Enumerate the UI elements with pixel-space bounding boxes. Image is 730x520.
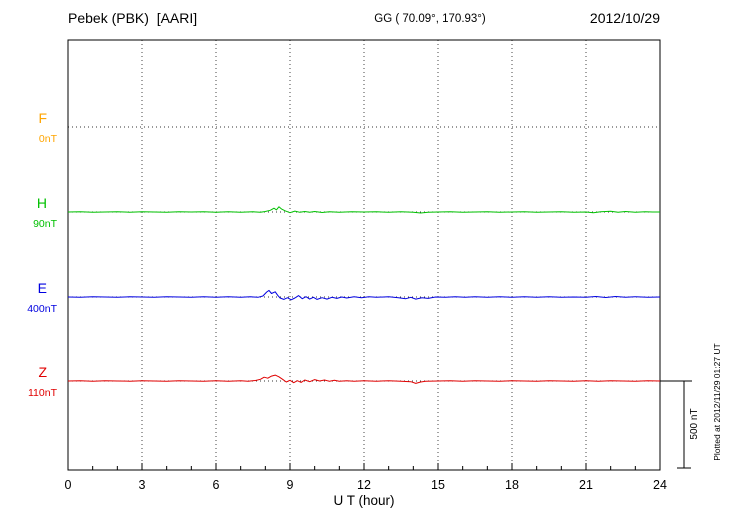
trace-Z (67, 374, 661, 384)
date-label: 2012/10/29 (590, 10, 660, 26)
plot-border (67, 39, 661, 471)
coordinates-label: GG ( 70.09°, 170.93°) (374, 13, 486, 25)
plotted-at-label: Plotted at 2012/11/29 01:27 UT (712, 343, 722, 461)
series-baseline-value-E: 400nT (27, 303, 57, 315)
x-tick-label-18: 18 (505, 478, 519, 492)
series-label-E: E (38, 280, 47, 296)
x-tick-label-15: 15 (431, 478, 445, 492)
x-tick-label-12: 12 (357, 478, 371, 492)
x-tick-label-24: 24 (653, 478, 667, 492)
trace-E (67, 289, 661, 301)
series-label-F: F (38, 110, 47, 126)
series-baseline-value-H: 90nT (33, 218, 58, 230)
x-tick-label-6: 6 (213, 478, 220, 492)
series-label-Z: Z (38, 364, 47, 380)
plot-generated-layer: F 0nT H 90nT E 400nT Z 110nT 0 3 6 9 12 15 18 21 24 (27, 39, 692, 492)
trace-H (67, 206, 660, 214)
x-tick-label-21: 21 (579, 478, 593, 492)
scale-bar-label: 500 nT (689, 408, 700, 439)
series-label-H: H (37, 195, 47, 211)
x-tick-label-0: 0 (65, 478, 72, 492)
series-baseline-value-Z: 110nT (28, 387, 58, 399)
x-axis-title: U T (hour) (333, 493, 394, 508)
station-title: Pebek (PBK) [AARI] (68, 10, 197, 26)
x-tick-label-3: 3 (139, 478, 146, 492)
x-tick-label-9: 9 (287, 478, 294, 492)
series-baseline-value-F: 0nT (39, 133, 58, 145)
